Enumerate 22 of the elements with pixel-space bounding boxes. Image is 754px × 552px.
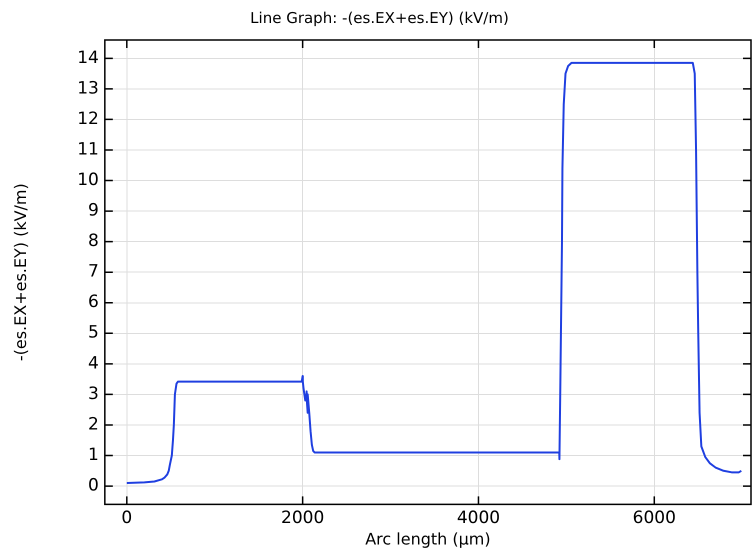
y-tick-label: 13 [77, 78, 99, 98]
y-tick-label: 0 [88, 475, 99, 496]
y-tick-label: 6 [88, 292, 99, 312]
chart-title: Line Graph: -(es.EX+es.EY) (kV/m) [250, 8, 509, 27]
x-tick-label: 6000 [632, 508, 676, 528]
y-tick-label: 14 [77, 48, 99, 68]
y-tick-label: 3 [88, 384, 99, 404]
y-tick-label: 12 [77, 108, 99, 129]
x-axis-title: Arc length (µm) [365, 530, 491, 549]
y-tick-label: 2 [88, 414, 99, 434]
x-tick-label: 0 [121, 508, 132, 528]
y-tick-label: 11 [77, 139, 99, 160]
y-axis-title: -(es.EX+es.EY) (kV/m) [10, 183, 30, 362]
y-tick-label: 10 [77, 170, 99, 190]
y-tick-label: 9 [88, 200, 99, 221]
x-tick-label: 2000 [281, 508, 324, 528]
x-tick-label: 4000 [456, 508, 500, 528]
y-tick-label: 1 [88, 444, 99, 465]
y-tick-label: 4 [88, 353, 99, 374]
y-tick-label: 8 [88, 231, 99, 252]
y-tick-label: 5 [88, 322, 99, 343]
y-tick-label: 7 [88, 262, 99, 282]
